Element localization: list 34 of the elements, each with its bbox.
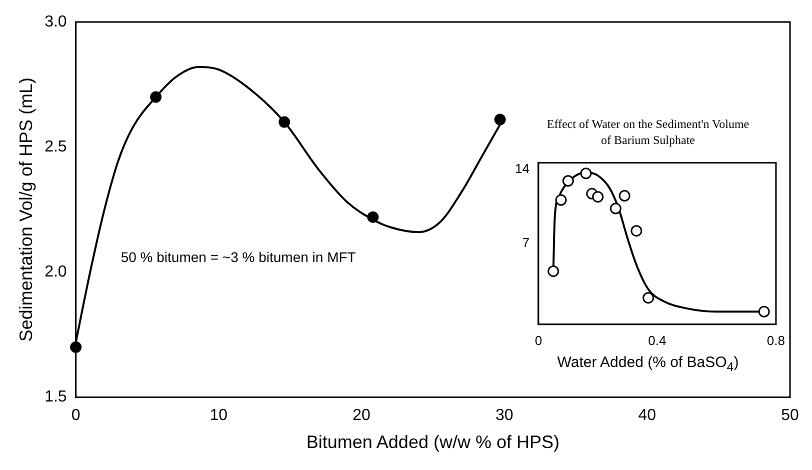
x-axis-title: Water Added (% of BaSO$_{4}$) [556,354,740,374]
annotation: 50 % bitumen = ~3 % bitumen in MFT [120,249,356,266]
point [548,265,560,277]
x-tick-label: 0 [534,332,542,348]
point [580,168,592,180]
x-tick-label: 50 [781,407,799,424]
point [630,225,642,237]
x-tick-label: 30 [495,407,514,424]
point [592,191,604,203]
point [758,306,770,318]
point [618,190,630,202]
x-tick-label: 0 [71,407,80,424]
point [494,114,506,126]
x-tick-label: 0.4 [648,332,666,348]
point [367,211,379,223]
y-tick-label: 2.5 [44,138,67,156]
y-tick-label: 7 [522,235,530,250]
point [150,91,162,103]
y-tick-label: 1.5 [44,388,67,406]
x-axis-title: Bitumen Added (w/w % of HPS) [306,432,560,452]
x-tick-label: 0.8 [766,332,786,348]
y-tick-label: 3.0 [44,13,67,30]
x-tick-label: 40 [638,407,656,424]
x-tick-label: 10 [210,407,228,424]
chart-title: Effect of Water on the Sediment'n Volume of Barium Sulphate [546,116,750,148]
y-axis-title: Sedimentation Vol/g of HPS (mL) [16,78,36,342]
point [562,175,574,187]
y-tick-label: 2.0 [44,264,67,281]
y-tick-label: 14 [514,160,530,176]
point [278,116,290,128]
x-tick-label: 20 [352,407,371,424]
point [642,292,654,304]
point [555,194,567,206]
point [610,202,622,214]
